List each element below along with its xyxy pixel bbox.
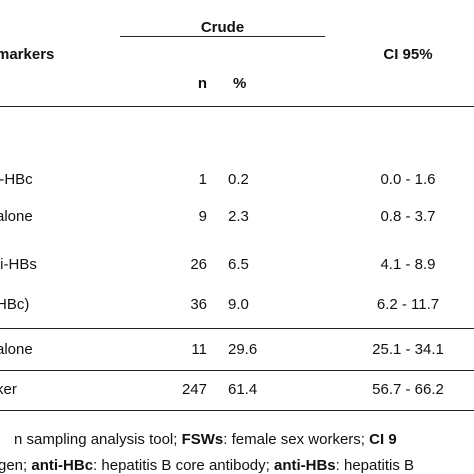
cell-ci: 0.8 - 3.7 [380, 208, 436, 225]
footnote-text: anti-HBc [31, 457, 94, 474]
cell-ci: 6.2 - 11.7 [376, 296, 440, 313]
marker-header: markers [0, 46, 55, 63]
cell-pct: 0.2 [228, 171, 249, 188]
footnote-text: n sampling analysis tool; [14, 431, 182, 448]
row-rule [0, 370, 474, 371]
ci-header: CI 95% [383, 46, 433, 63]
footnote-line: n sampling analysis tool; FSWs: female s… [14, 431, 397, 449]
cell-pct: 29.6 [228, 341, 258, 358]
footnote-text: : hepatitis B core antibody; [93, 457, 274, 474]
footnote-text: gen; [0, 457, 32, 474]
row-label: alone [0, 341, 33, 358]
cell-pct: 6.5 [228, 256, 249, 273]
row-rule [0, 328, 474, 329]
footnote-line: gen; anti-HBc: hepatitis B core antibody… [0, 457, 414, 474]
cell-n: 1 [198, 171, 207, 188]
cell-n: 11 [191, 341, 207, 358]
footnote-text: : female sex workers; [223, 431, 370, 448]
cell-n: 36 [190, 296, 207, 313]
cell-pct: 2.3 [228, 208, 249, 225]
cell-ci: 56.7 - 66.2 [372, 381, 444, 398]
cell-ci: 25.1 - 34.1 [372, 341, 444, 358]
cell-ci: 4.1 - 8.9 [380, 256, 436, 273]
footnote-text: anti-HBs [273, 457, 336, 474]
row-label: i-HBc [0, 171, 33, 188]
n-header: n [197, 75, 207, 92]
cell-n: 247 [181, 381, 207, 398]
group-rule [120, 36, 325, 37]
bottom-rule [0, 410, 474, 411]
cell-pct: 9.0 [228, 296, 249, 313]
footnote-text: : hepatitis B [335, 457, 415, 474]
pct-header: % [233, 75, 247, 92]
footnote-text: FSWs [181, 431, 224, 448]
group-header: Crude [200, 19, 245, 36]
cell-pct: 61.4 [228, 381, 258, 398]
header-rule [0, 106, 474, 107]
row-label: ker [0, 381, 17, 398]
cell-ci: 0.0 - 1.6 [380, 171, 436, 188]
cell-n: 26 [190, 256, 207, 273]
cell-n: 9 [198, 208, 207, 225]
row-label: alone [0, 208, 33, 225]
footnote-text: CI 9 [369, 431, 397, 448]
row-label: ti-HBs [0, 256, 37, 273]
row-label: HBc) [0, 296, 30, 313]
